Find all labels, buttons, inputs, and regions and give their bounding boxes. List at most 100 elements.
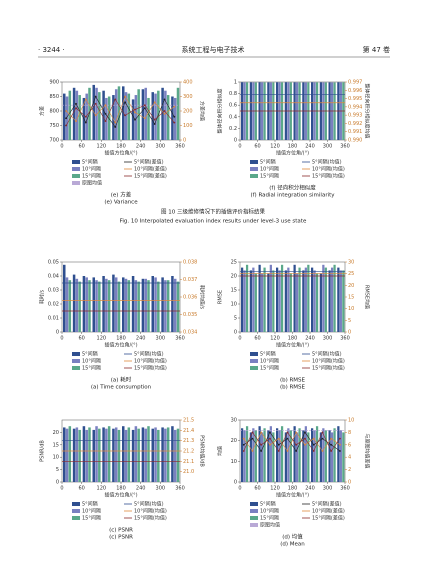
diff-marker [124, 101, 127, 104]
diff-marker [143, 117, 146, 120]
legend-swatch [72, 174, 80, 178]
y-axis-label: 均值 [217, 446, 224, 456]
bar [137, 281, 140, 332]
diff-marker [65, 117, 68, 120]
diff-marker [94, 102, 97, 105]
x-tick-label: 300 [156, 144, 166, 150]
legend-label: 10°间隔(均值) [134, 508, 167, 515]
y2-tick-label: 0.993 [348, 113, 362, 119]
bar [72, 87, 76, 140]
diff-marker [251, 431, 254, 434]
legend-label: 5°间隔 [82, 159, 98, 166]
bar [98, 428, 101, 482]
bar [112, 274, 115, 332]
bar [107, 280, 111, 332]
diff-marker [286, 437, 289, 440]
bar [114, 427, 118, 482]
subfigure-caption: (c) PSNR [109, 528, 133, 534]
y-tick-label: 900 [49, 80, 59, 86]
bar [78, 281, 81, 332]
bar [278, 430, 281, 482]
y2-tick-label: 0.038 [183, 260, 197, 266]
diff-line [65, 95, 175, 128]
bar [254, 430, 257, 482]
diff-line [243, 431, 341, 452]
diff-marker [173, 115, 176, 118]
diff-marker [84, 121, 87, 124]
bar [161, 427, 164, 482]
subfigure-caption-en: (f) Radial integration similarity [250, 193, 335, 199]
diff-marker [269, 443, 271, 446]
x-tick-label: 360 [175, 486, 185, 492]
x-axis-label: 插值方位角/(°) [276, 150, 309, 157]
bar [112, 95, 115, 140]
legend-label: 5°间隔 [82, 501, 98, 508]
bar [307, 432, 310, 482]
bar [252, 267, 255, 332]
legend-swatch [250, 174, 258, 178]
y2-tick-label: 10 [348, 418, 354, 424]
bar [98, 92, 101, 140]
subfigure-caption-en: (b) RMSE [280, 385, 306, 391]
bar [161, 277, 164, 332]
x-tick-label: 300 [156, 486, 166, 492]
bar [269, 264, 272, 332]
legend-label: 10°间隔(均值) [312, 166, 345, 173]
bar [151, 428, 155, 482]
y-tick-label: 0.8 [229, 91, 237, 97]
y-axis-label: PSNR/dB [40, 440, 46, 462]
diff-marker [84, 98, 87, 101]
bar [88, 87, 91, 140]
subfigure-caption-en: (e) Variance [104, 200, 138, 206]
x-tick-label: 120 [97, 336, 107, 342]
y-tick-label: 0.03 [48, 288, 59, 294]
bar [249, 432, 252, 482]
y-tick-label: 0.01 [48, 316, 59, 322]
y-tick-label: 1 [234, 80, 237, 86]
legend-label: 10°间隔 [260, 358, 279, 365]
bar [313, 270, 316, 332]
bar [171, 426, 174, 482]
bar [287, 428, 290, 482]
bar [176, 87, 180, 140]
bar [166, 427, 170, 482]
legend-label: 15°间隔(差值) [134, 173, 167, 180]
y2-tick-label: 8 [348, 430, 351, 436]
legend-label: 5°间隔(均值) [312, 351, 342, 358]
bar [278, 270, 281, 332]
legend-swatch [72, 509, 80, 513]
bar [280, 426, 284, 482]
bar [63, 93, 66, 140]
y-tick-label: 10 [231, 459, 237, 465]
legend-swatch [72, 160, 80, 164]
bar [127, 427, 131, 482]
diff-marker [304, 437, 306, 440]
x-tick-label: 300 [323, 144, 333, 150]
bar [328, 270, 331, 332]
diff-marker [269, 431, 271, 434]
diff-marker [242, 437, 245, 440]
legend-label: 10°间隔(差值) [312, 508, 345, 515]
bar [330, 267, 334, 332]
bar [269, 426, 272, 482]
legend-label: 10°间隔 [260, 508, 279, 515]
bar [304, 426, 307, 482]
legend-label: 原图均值 [82, 180, 102, 187]
bar [72, 274, 76, 332]
legend-swatch [250, 516, 258, 520]
bar [147, 426, 150, 482]
diff-marker [277, 450, 280, 452]
bar [173, 97, 177, 140]
subfigure-caption: (b) RMSE [280, 378, 306, 384]
bar [85, 277, 88, 332]
y2-tick-label: 300 [183, 94, 193, 100]
legend-swatch [250, 167, 258, 171]
y-tick-label: 0 [56, 480, 59, 486]
diff-marker [75, 120, 77, 123]
y2-tick-label: 5 [348, 318, 351, 324]
bar [105, 428, 108, 482]
y2-axis-label: 整体径向积分相似度均值 [364, 83, 371, 138]
y2-tick-label: 0.034 [183, 330, 197, 336]
bar [171, 276, 174, 332]
bar [122, 426, 125, 482]
